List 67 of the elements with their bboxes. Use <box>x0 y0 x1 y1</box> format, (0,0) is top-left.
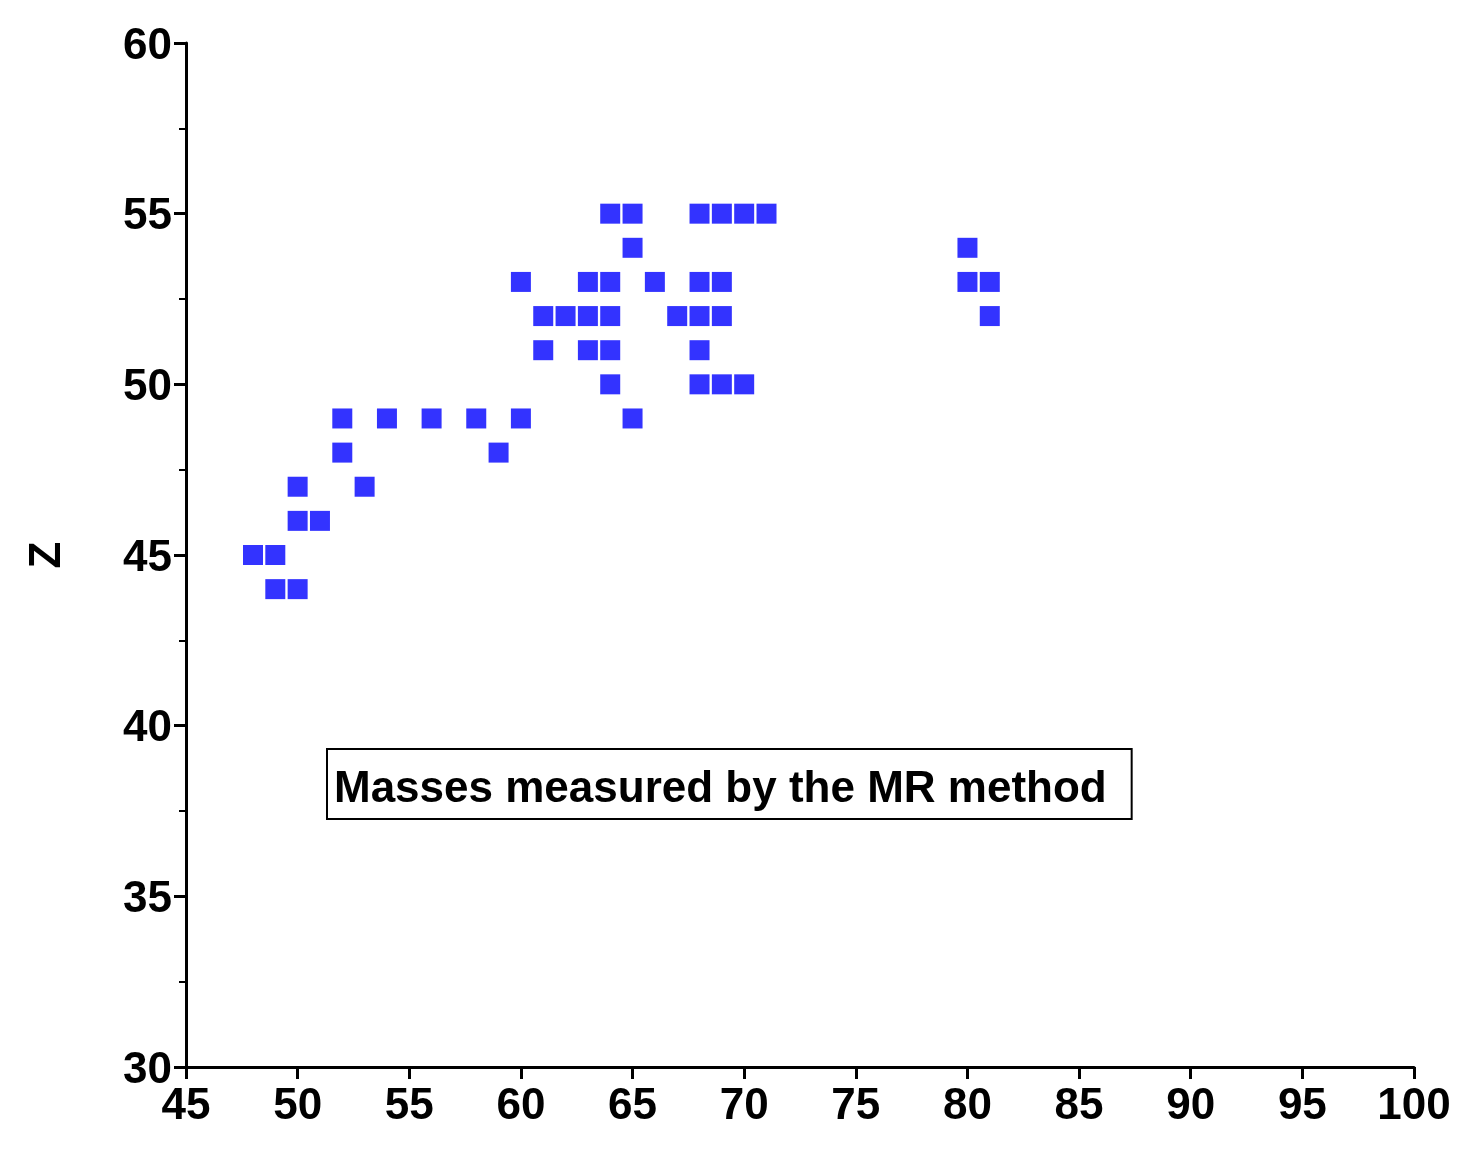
x-tick-label: 70 <box>719 1078 769 1128</box>
point <box>510 271 531 292</box>
point <box>600 340 621 361</box>
point <box>466 408 487 429</box>
point <box>555 306 576 327</box>
x-tick-label: 90 <box>1166 1078 1216 1128</box>
point <box>533 306 554 327</box>
x-tick-label: 55 <box>384 1078 434 1128</box>
point <box>265 579 286 600</box>
point <box>622 203 643 224</box>
point <box>332 408 353 429</box>
x-tick-label: 100 <box>1377 1078 1451 1128</box>
point <box>332 442 353 463</box>
y-tick-label: 40 <box>123 701 172 751</box>
point <box>577 306 598 327</box>
x-tick-label: 60 <box>496 1078 546 1128</box>
point <box>979 306 1000 327</box>
point <box>644 271 665 292</box>
point <box>689 203 710 224</box>
y-tick-label: 55 <box>123 189 172 239</box>
point <box>689 271 710 292</box>
point <box>600 306 621 327</box>
point <box>577 271 598 292</box>
point <box>421 408 442 429</box>
point <box>734 203 755 224</box>
point <box>689 306 710 327</box>
point <box>287 510 308 531</box>
point <box>265 545 286 565</box>
point <box>957 237 978 258</box>
annotation: Masses measured by the MR method <box>334 761 1107 811</box>
point <box>689 340 710 361</box>
point <box>533 340 554 361</box>
point <box>242 545 263 565</box>
point <box>287 476 308 497</box>
point <box>600 203 621 224</box>
point <box>354 476 375 497</box>
point <box>711 374 732 395</box>
y-tick-label: 45 <box>123 530 172 580</box>
point <box>711 203 732 224</box>
point <box>756 203 777 224</box>
point <box>711 271 732 292</box>
y-tick-label: 35 <box>123 871 172 921</box>
point <box>577 340 598 361</box>
x-tick-label: 80 <box>942 1078 992 1128</box>
x-tick-label: 75 <box>831 1078 881 1128</box>
point <box>600 271 621 292</box>
x-tick-label: 95 <box>1277 1078 1327 1128</box>
point <box>622 237 643 258</box>
x-tick-label: 50 <box>273 1078 323 1128</box>
point <box>957 271 978 292</box>
y-tick-label: 50 <box>123 359 172 409</box>
point <box>667 306 688 327</box>
point <box>488 442 509 463</box>
point <box>734 374 755 395</box>
point <box>510 408 531 429</box>
point <box>711 306 732 327</box>
y-axis-title: Z <box>19 541 69 569</box>
point <box>309 510 330 531</box>
point <box>376 408 397 429</box>
x-tick-label: 85 <box>1054 1078 1104 1128</box>
x-tick-label: 65 <box>608 1078 658 1128</box>
point <box>287 579 308 600</box>
point <box>600 374 621 395</box>
point <box>622 408 643 429</box>
point <box>689 374 710 395</box>
point <box>979 271 1000 292</box>
y-tick-label: 60 <box>123 18 172 68</box>
